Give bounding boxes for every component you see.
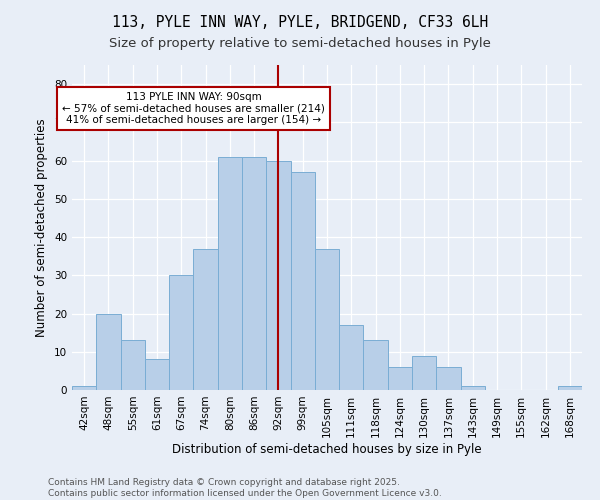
Bar — [96, 314, 121, 390]
Bar — [412, 356, 436, 390]
Bar — [121, 340, 145, 390]
Text: Size of property relative to semi-detached houses in Pyle: Size of property relative to semi-detach… — [109, 38, 491, 51]
Bar — [558, 386, 582, 390]
Bar — [436, 367, 461, 390]
Bar — [364, 340, 388, 390]
Text: Contains HM Land Registry data © Crown copyright and database right 2025.
Contai: Contains HM Land Registry data © Crown c… — [48, 478, 442, 498]
Y-axis label: Number of semi-detached properties: Number of semi-detached properties — [35, 118, 49, 337]
Bar — [169, 276, 193, 390]
Bar — [290, 172, 315, 390]
Bar — [266, 160, 290, 390]
Text: 113, PYLE INN WAY, PYLE, BRIDGEND, CF33 6LH: 113, PYLE INN WAY, PYLE, BRIDGEND, CF33 … — [112, 15, 488, 30]
Bar — [72, 386, 96, 390]
Bar — [339, 325, 364, 390]
Text: 113 PYLE INN WAY: 90sqm
← 57% of semi-detached houses are smaller (214)
41% of s: 113 PYLE INN WAY: 90sqm ← 57% of semi-de… — [62, 92, 325, 125]
Bar — [218, 157, 242, 390]
Bar — [315, 248, 339, 390]
Bar — [461, 386, 485, 390]
X-axis label: Distribution of semi-detached houses by size in Pyle: Distribution of semi-detached houses by … — [172, 442, 482, 456]
Bar — [193, 248, 218, 390]
Bar — [145, 360, 169, 390]
Bar — [388, 367, 412, 390]
Bar — [242, 157, 266, 390]
